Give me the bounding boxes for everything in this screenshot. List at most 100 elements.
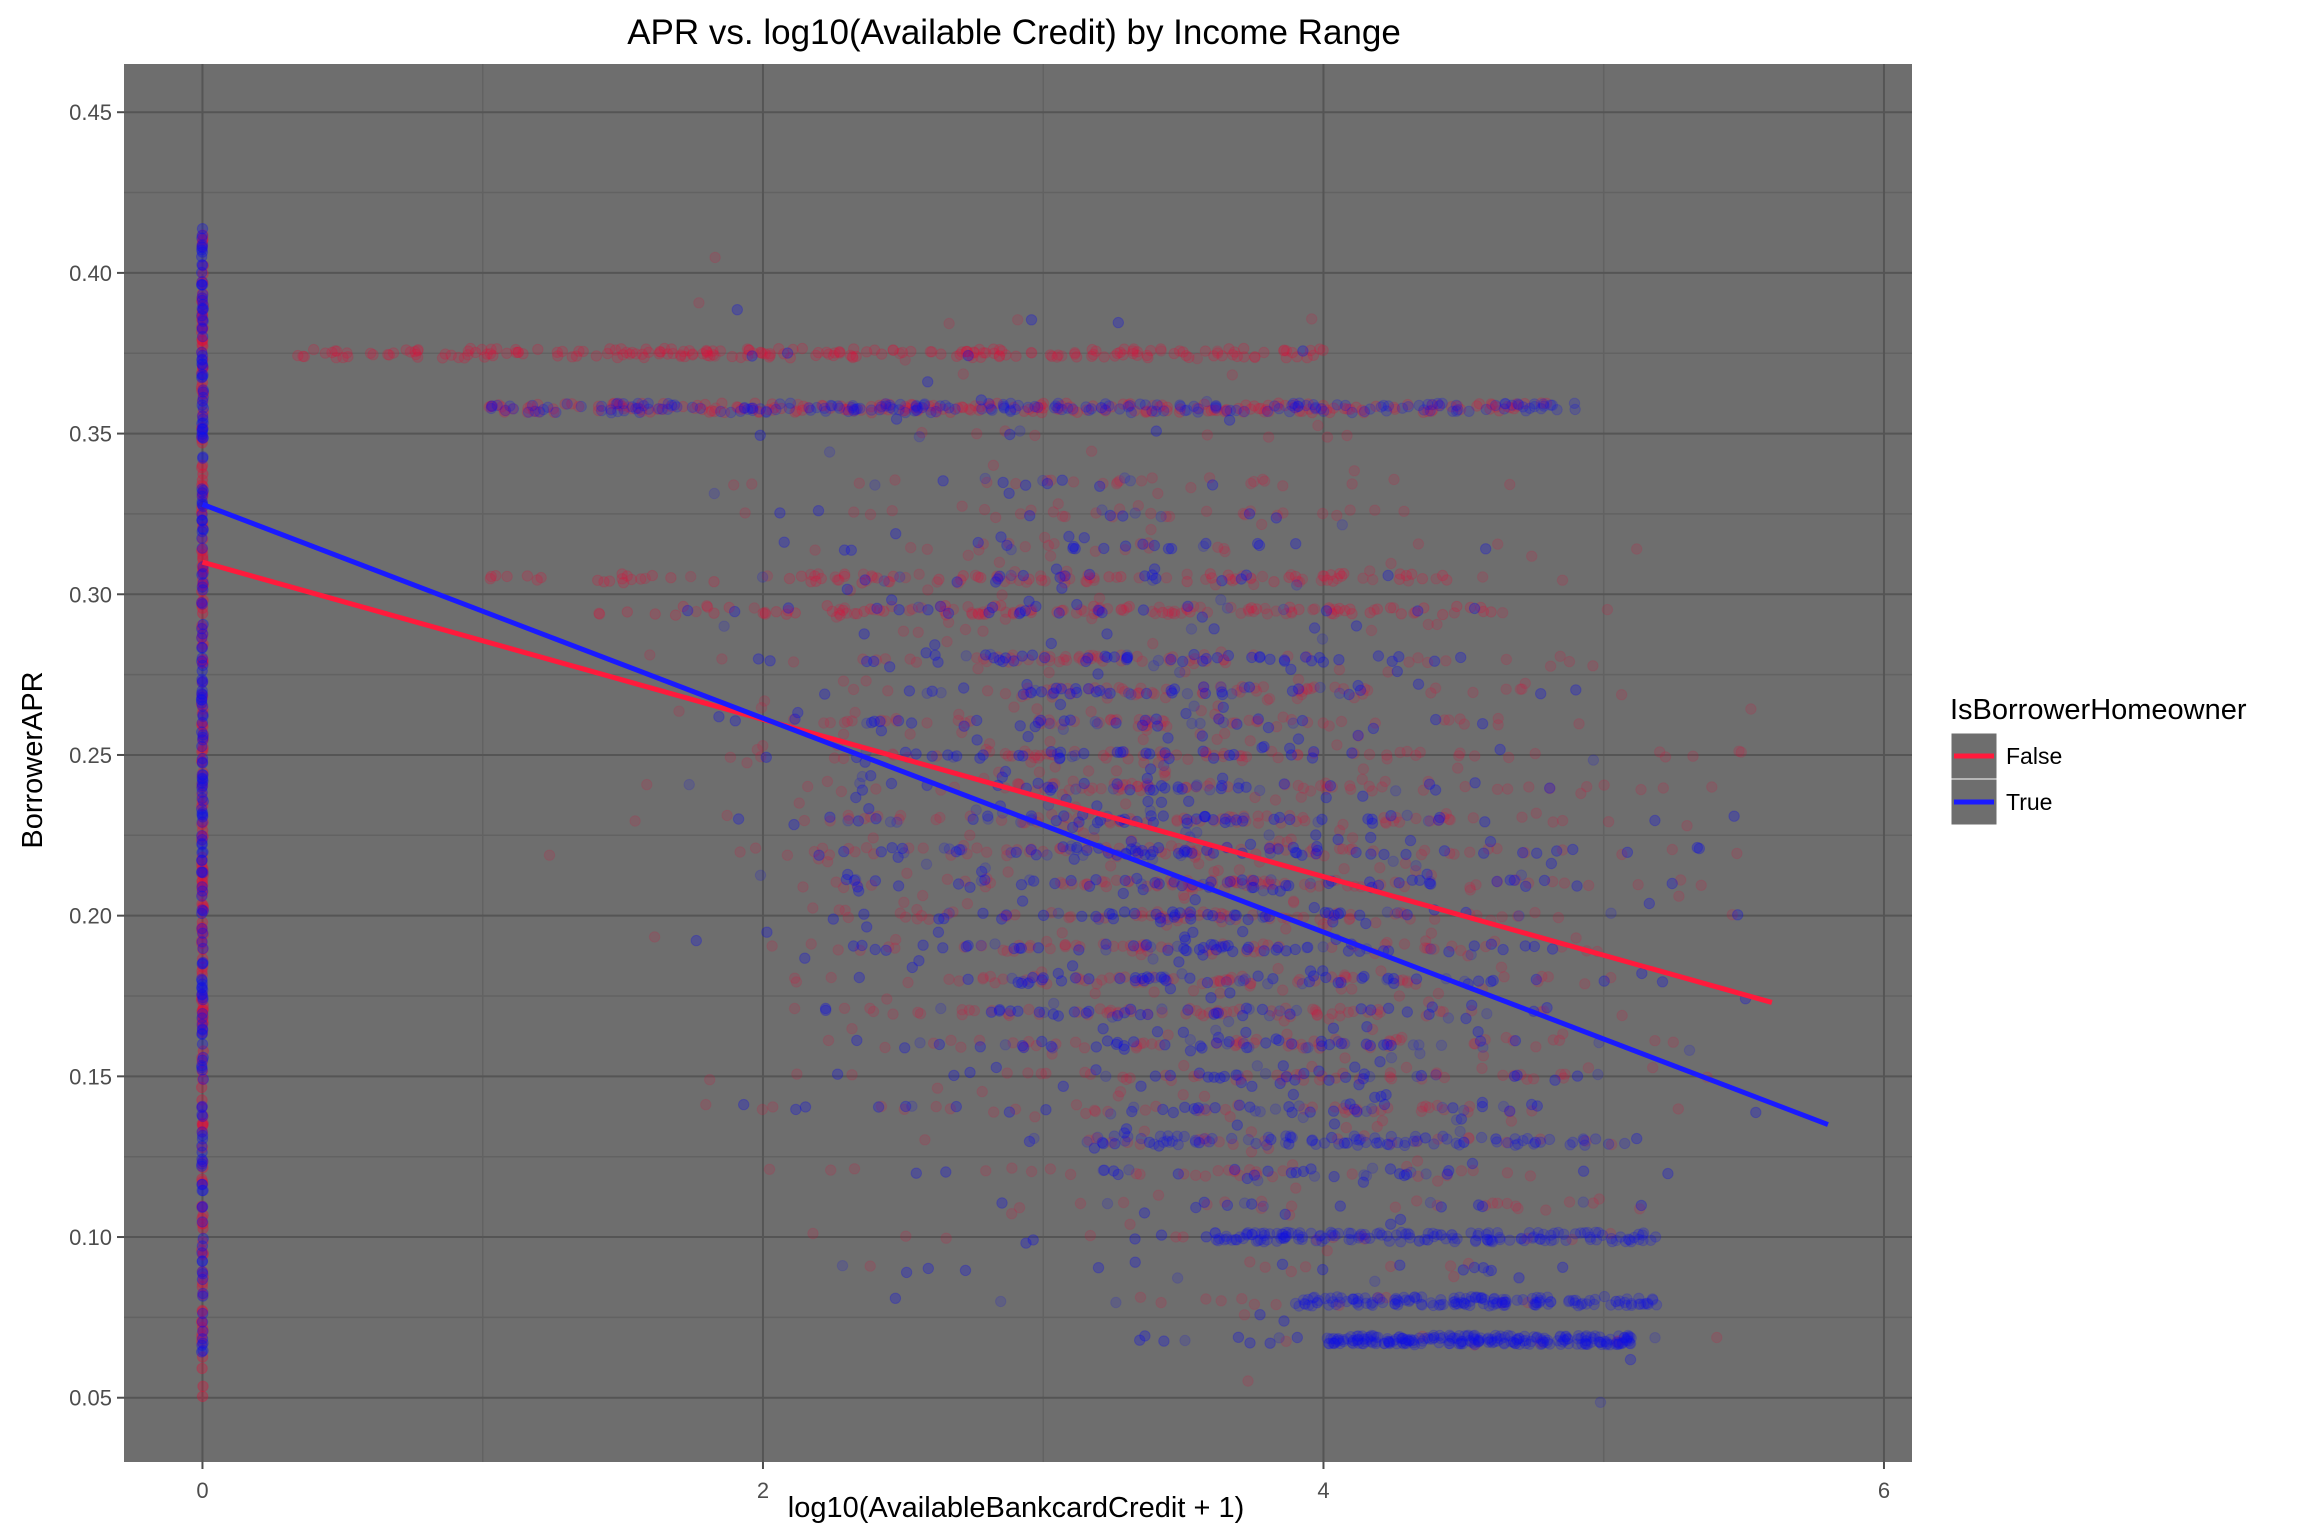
scatter-point xyxy=(1497,943,1509,956)
scatter-point xyxy=(1134,1291,1147,1304)
scatter-point xyxy=(1406,874,1419,886)
scatter-point xyxy=(1277,711,1289,723)
scatter-point xyxy=(1383,1040,1395,1053)
scatter-point xyxy=(1218,1070,1231,1083)
scatter-point xyxy=(1484,835,1497,848)
scatter-point xyxy=(1064,714,1077,726)
scatter-point xyxy=(1072,1006,1084,1018)
scatter-point xyxy=(820,1004,832,1016)
scatter-point xyxy=(1216,916,1228,928)
scatter-point xyxy=(1030,600,1042,613)
scatter-point xyxy=(1571,880,1583,892)
scatter-point xyxy=(1491,842,1503,855)
scatter-point xyxy=(1078,532,1091,544)
scatter-point xyxy=(1441,1168,1454,1180)
scatter-point xyxy=(1135,1038,1147,1050)
scatter-point xyxy=(1479,816,1491,828)
scatter-point xyxy=(920,858,933,870)
scatter-point xyxy=(1447,1102,1459,1114)
scatter-point xyxy=(842,815,854,827)
scatter-point xyxy=(893,604,905,616)
scatter-point xyxy=(1255,1202,1268,1215)
scatter-point xyxy=(980,1165,992,1177)
scatter-point xyxy=(1270,512,1283,524)
scatter-point xyxy=(1528,398,1541,410)
scatter-point xyxy=(1455,1113,1468,1125)
scatter-point xyxy=(1311,1008,1323,1021)
scatter-point xyxy=(1248,578,1260,591)
scatter-point xyxy=(898,896,910,908)
scatter-point xyxy=(1246,1080,1258,1093)
scatter-point xyxy=(1262,1165,1274,1177)
scatter-point xyxy=(1598,975,1610,987)
scatter-point xyxy=(858,908,870,920)
scatter-point xyxy=(1335,715,1348,728)
scatter-point xyxy=(1230,1074,1242,1086)
scatter-point xyxy=(803,402,815,414)
scatter-point xyxy=(1378,848,1390,861)
scatter-point xyxy=(993,766,1005,778)
scatter-point xyxy=(922,604,934,616)
scatter-point xyxy=(1672,1103,1685,1115)
scatter-point xyxy=(1165,542,1178,555)
scatter-point xyxy=(1304,1106,1316,1118)
scatter-point xyxy=(1196,1042,1208,1054)
scatter-point xyxy=(1343,688,1355,701)
scatter-point xyxy=(870,654,883,666)
scatter-point xyxy=(543,849,556,861)
scatter-point xyxy=(1316,633,1329,645)
scatter-point xyxy=(1075,604,1087,616)
scatter-point xyxy=(1583,879,1595,892)
scatter-point xyxy=(1246,651,1258,664)
scatter-point xyxy=(1315,780,1327,792)
scatter-point xyxy=(900,1100,912,1113)
scatter-point xyxy=(1066,878,1078,890)
scatter-point xyxy=(975,940,988,952)
scatter-point xyxy=(636,348,648,360)
scatter-point xyxy=(1057,604,1070,616)
scatter-point xyxy=(890,712,902,725)
scatter-point xyxy=(1139,720,1152,732)
scatter-point xyxy=(1287,895,1300,907)
scatter-point xyxy=(1124,475,1137,487)
scatter-point xyxy=(1080,1007,1092,1019)
scatter-point xyxy=(1299,651,1312,663)
scatter-point xyxy=(1369,1091,1381,1104)
scatter-point xyxy=(731,304,743,316)
scatter-point xyxy=(1060,654,1073,666)
scatter-point xyxy=(884,816,897,828)
scatter-point xyxy=(1321,574,1334,586)
scatter-point xyxy=(1183,351,1195,364)
scatter-point xyxy=(1101,1007,1113,1019)
scatter-point xyxy=(1037,972,1049,984)
scatter-point xyxy=(1458,718,1471,730)
scatter-point xyxy=(1308,901,1321,914)
scatter-point xyxy=(896,346,909,359)
scatter-point xyxy=(964,715,976,727)
scatter-point xyxy=(1145,909,1157,922)
scatter-point xyxy=(1242,913,1254,926)
scatter-point xyxy=(913,955,925,967)
scatter-point xyxy=(1492,719,1504,731)
scatter-point xyxy=(1244,977,1257,990)
scatter-point xyxy=(1124,1003,1137,1015)
scatter-point xyxy=(1258,875,1271,887)
scatter-point xyxy=(1044,735,1056,748)
scatter-point xyxy=(1522,1296,1534,1309)
scatter-point xyxy=(1085,403,1098,415)
scatter-point xyxy=(1365,1004,1377,1016)
scatter-point xyxy=(985,1006,998,1018)
scatter-point xyxy=(412,344,424,356)
scatter-point xyxy=(1040,1067,1052,1080)
scatter-point xyxy=(1237,507,1250,520)
scatter-point xyxy=(1337,1037,1349,1050)
scatter-point xyxy=(1001,844,1013,856)
scatter-point xyxy=(1333,654,1345,666)
scatter-point xyxy=(1304,877,1317,890)
scatter-point xyxy=(1340,971,1352,984)
scatter-point xyxy=(490,570,502,582)
scatter-point xyxy=(1346,983,1358,995)
scatter-point xyxy=(1070,607,1083,619)
scatter-point xyxy=(1134,1168,1146,1181)
scatter-point xyxy=(1466,1157,1479,1170)
